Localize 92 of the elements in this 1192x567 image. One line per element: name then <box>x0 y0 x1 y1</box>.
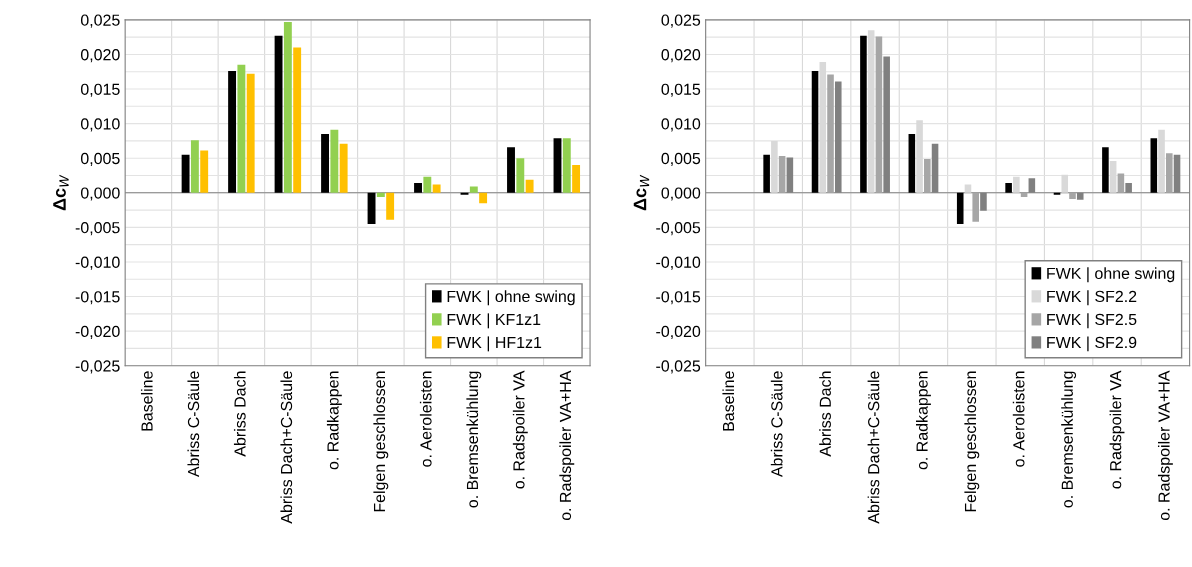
y-tick-label: 0,010 <box>661 118 701 132</box>
y-tick-label: -0,005 <box>75 222 120 236</box>
bar <box>924 158 931 193</box>
y-tick-label: 0,010 <box>80 118 120 132</box>
x-tick-label: o. Bremsenkühlung <box>466 371 482 508</box>
bar <box>763 154 770 193</box>
y-tick-label: 0,015 <box>661 83 701 97</box>
bar <box>525 179 534 193</box>
x-tick-label: o. Aeroleisten <box>1012 371 1025 467</box>
bar <box>827 74 834 193</box>
x-tick-label: Felgen geschlossen <box>373 371 389 512</box>
y-tick-label: 0,020 <box>661 49 701 63</box>
bar <box>572 165 581 193</box>
y-tick-label: -0,015 <box>75 291 120 305</box>
legend-label: FWK | KF1z1 <box>447 313 541 329</box>
x-tick-label: o. Aeroleisten <box>419 371 432 467</box>
bar <box>321 133 330 193</box>
bar <box>1117 173 1125 193</box>
bar <box>1005 183 1012 193</box>
legend-label: FWK | ohne swing <box>447 290 575 306</box>
bar <box>386 192 395 220</box>
x-tick-label: o. Radkappen <box>326 371 342 470</box>
legend-label: FWK | SF2.9 <box>1047 336 1137 352</box>
legend-label: FWK | SF2.5 <box>1047 313 1137 329</box>
y-tick-label: -0,025 <box>656 360 701 374</box>
legend-label: FWK | ohne swing <box>1047 267 1175 283</box>
x-tick-label: o. Radspoiler VA+HA <box>1157 370 1173 521</box>
y-axis-title: Δc$_{W}$ <box>53 174 69 211</box>
bar <box>469 186 478 193</box>
bar <box>778 156 786 193</box>
y-tick-label: 0,000 <box>661 187 701 201</box>
bar <box>190 140 199 193</box>
x-tick-label: Baseline <box>140 371 153 431</box>
y-tick-label: 0,025 <box>80 14 120 28</box>
x-tick-label: Felgen geschlossen <box>964 371 980 512</box>
bar <box>432 184 441 193</box>
bar <box>339 143 348 193</box>
y-tick-label: 0,000 <box>80 187 120 201</box>
bar <box>1150 138 1158 193</box>
bar <box>376 192 385 197</box>
bar <box>423 176 432 193</box>
y-tick-label: 0,025 <box>661 14 701 28</box>
bar <box>274 35 283 193</box>
x-tick-label: Abriss Dach+C-Säule <box>867 371 880 524</box>
bar <box>964 184 972 193</box>
y-tick-label: -0,015 <box>656 291 701 305</box>
x-tick-label: o. Bremsenkühlung <box>1061 371 1077 508</box>
x-tick-label: o. Radspoiler VA <box>1109 370 1125 489</box>
bar <box>1069 192 1076 200</box>
bar <box>479 192 488 204</box>
bar <box>330 129 339 193</box>
y-tick-label: -0,010 <box>656 256 701 270</box>
x-tick-label: o. Radspoiler VA <box>512 370 528 489</box>
bar <box>200 150 209 193</box>
bar <box>237 64 246 193</box>
legend-label: FWK | HF1z1 <box>447 336 542 352</box>
bar <box>246 73 255 193</box>
bar <box>875 36 883 193</box>
y-tick-label: -0,020 <box>75 325 120 339</box>
y-tick-label: -0,025 <box>75 360 120 374</box>
bar <box>516 158 525 193</box>
x-tick-label: Abriss C-Säule <box>187 371 200 478</box>
y-axis-title: Δc$_{W}$ <box>633 174 650 211</box>
bar <box>860 35 867 193</box>
bar <box>228 71 237 193</box>
bar <box>811 71 819 193</box>
bar <box>972 192 979 222</box>
bar <box>562 138 571 193</box>
x-tick-label: o. Radkappen <box>916 371 931 470</box>
bar <box>414 183 422 193</box>
x-tick-label: Abriss Dach <box>233 371 246 457</box>
y-tick-label: -0,005 <box>656 222 701 236</box>
x-tick-label: o. Radspoiler VA+HA <box>559 370 575 521</box>
bar <box>507 147 515 193</box>
bar <box>293 47 302 193</box>
y-tick-label: -0,020 <box>656 325 701 339</box>
x-tick-label: Abriss Dach+C-Säule <box>280 371 293 524</box>
bar <box>181 154 190 193</box>
x-tick-label: Abriss Dach <box>819 371 831 457</box>
bar <box>908 133 916 193</box>
bar <box>283 21 292 193</box>
y-tick-label: 0,005 <box>661 152 701 167</box>
y-tick-label: -0,010 <box>75 256 120 270</box>
x-tick-label: Baseline <box>722 371 735 431</box>
bar <box>1166 153 1173 193</box>
legend-label: FWK | SF2.2 <box>1047 290 1137 306</box>
y-tick-label: 0,015 <box>80 83 120 97</box>
bar <box>956 192 964 224</box>
y-tick-label: 0,005 <box>80 152 120 167</box>
x-tick-label: Abriss C-Säule <box>770 371 783 478</box>
y-tick-label: 0,020 <box>80 49 120 63</box>
bar <box>1102 147 1109 193</box>
